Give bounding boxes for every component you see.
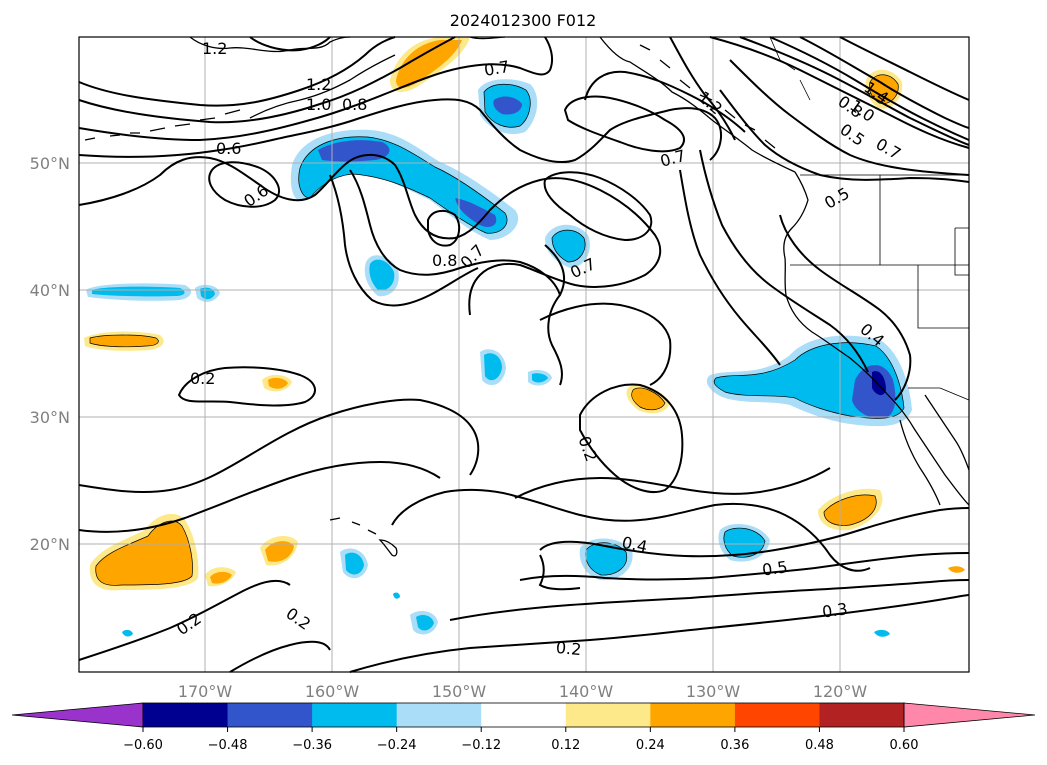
pos-region-hawaii-w-mid (95, 521, 193, 586)
neg-region-m (122, 629, 133, 637)
neg-region-g-mid (532, 373, 548, 383)
colorbar-tick-label: 0.36 (720, 738, 749, 753)
colorbar: −0.60 −0.48 −0.36 −0.24 −0.12 0.12 0.24 0.36 0.4… (11, 702, 1036, 753)
neg-region-l (874, 629, 890, 637)
lon-label: 170°W (178, 682, 233, 701)
lon-label: 130°W (686, 682, 741, 701)
contour-lines (78, 36, 970, 673)
lon-label: 150°W (432, 682, 487, 701)
colorbar-tick-label: −0.24 (377, 738, 417, 753)
contour-label: 0.8 (342, 95, 367, 114)
colorbar-bin (312, 703, 398, 727)
contour-label: 0.2 (190, 369, 215, 388)
neg-region-f-mid (484, 353, 502, 381)
lon-axis-labels: 170°W 160°W 150°W 140°W 130°W 120°W (178, 682, 868, 701)
colorbar-bin (650, 703, 736, 727)
lon-label: 140°W (559, 682, 614, 701)
neg-region-a-core (493, 96, 522, 115)
hawaii-islands (329, 517, 398, 557)
contour-label: 0.4 (620, 533, 649, 557)
coastlines (84, 36, 970, 557)
neg-region-h-mid (585, 542, 627, 576)
neg-region-k-mid (416, 615, 434, 631)
colorbar-tick-label: 0.24 (636, 738, 665, 753)
contour-label: 1.2 (306, 75, 331, 94)
lat-axis-labels: 50°N 40°N 30°N 20°N (30, 154, 70, 554)
map-title: 2024012300 F012 (450, 11, 597, 30)
neg-region-ne-pac-core (852, 365, 896, 419)
colorbar-tick-label: 0.60 (890, 738, 919, 753)
colorbar-bin (143, 703, 229, 727)
contour-label: 0.6 (216, 139, 241, 158)
neg-region-i-mid (723, 528, 765, 558)
bc-coast (783, 171, 809, 259)
baja-coast (899, 394, 970, 506)
lat-label: 30°N (30, 408, 70, 427)
colorbar-under-arrow (11, 702, 144, 728)
colorbar-tick-label: 0.12 (551, 738, 580, 753)
lon-label: 120°W (813, 682, 868, 701)
pos-region-alaska-mid (396, 40, 462, 88)
us-west-coast (784, 257, 970, 506)
neg-region-e-mid (200, 287, 215, 300)
pos-region-p-mid (90, 335, 159, 347)
contour-label: 0.3 (821, 599, 849, 621)
pos-region-t-mid (824, 494, 877, 526)
colorbar-tick-label: −0.48 (208, 738, 248, 753)
neg-region-j-mid (345, 552, 364, 575)
plot-frame (78, 36, 970, 673)
contour-label: 1.2 (202, 39, 227, 58)
lat-label: 40°N (30, 281, 70, 300)
pos-region-s-mid (631, 387, 665, 410)
colorbar-tick-label: −0.12 (461, 738, 501, 753)
colorbar-bins (143, 703, 905, 727)
colorbar-bin (819, 703, 905, 727)
aleutians (84, 109, 241, 141)
colorbar-bin (734, 703, 820, 727)
contour-label: 0.8 (432, 251, 457, 270)
pos-region-r-mid (268, 377, 288, 389)
neg-region-n (393, 592, 400, 599)
contour-label: 0.7 (483, 57, 511, 80)
colorbar-tick-label: −0.60 (123, 738, 163, 753)
colorbar-bin (565, 703, 651, 727)
neg-region-d-mid (92, 286, 185, 297)
lat-label: 50°N (30, 154, 70, 173)
colorbar-bin (227, 703, 313, 727)
lat-label: 20°N (30, 535, 70, 554)
colorbar-over-arrow (903, 702, 1036, 728)
pos-region-u-mid (210, 571, 232, 584)
neg-region-c-mid (369, 259, 395, 291)
pos-region-q-mid (265, 541, 294, 562)
plot-area: 1.2 1.2 1.0 0.8 0.6 0.6 0.7 0.7 0.8 0.7 … (78, 36, 970, 673)
neg-region-gulf-core (318, 140, 497, 227)
pos-region-v (948, 566, 965, 573)
contour-label: 0.5 (761, 557, 789, 579)
neg-region-b-mid (552, 230, 586, 262)
contour-label: 1.0 (306, 95, 331, 114)
colorbar-bin (396, 703, 482, 727)
colorbar-frame (142, 702, 905, 728)
colorbar-tick-label: 0.48 (805, 738, 834, 753)
colorbar-ticks: −0.60 −0.48 −0.36 −0.24 −0.12 0.12 0.24 0.36 0.4… (123, 727, 918, 753)
lon-label: 160°W (305, 682, 360, 701)
colorbar-tick-label: −0.36 (292, 738, 332, 753)
contour-label: 0.2 (555, 638, 582, 659)
pos-region-bc-mid (869, 74, 899, 104)
colorbar-bin (481, 703, 567, 727)
